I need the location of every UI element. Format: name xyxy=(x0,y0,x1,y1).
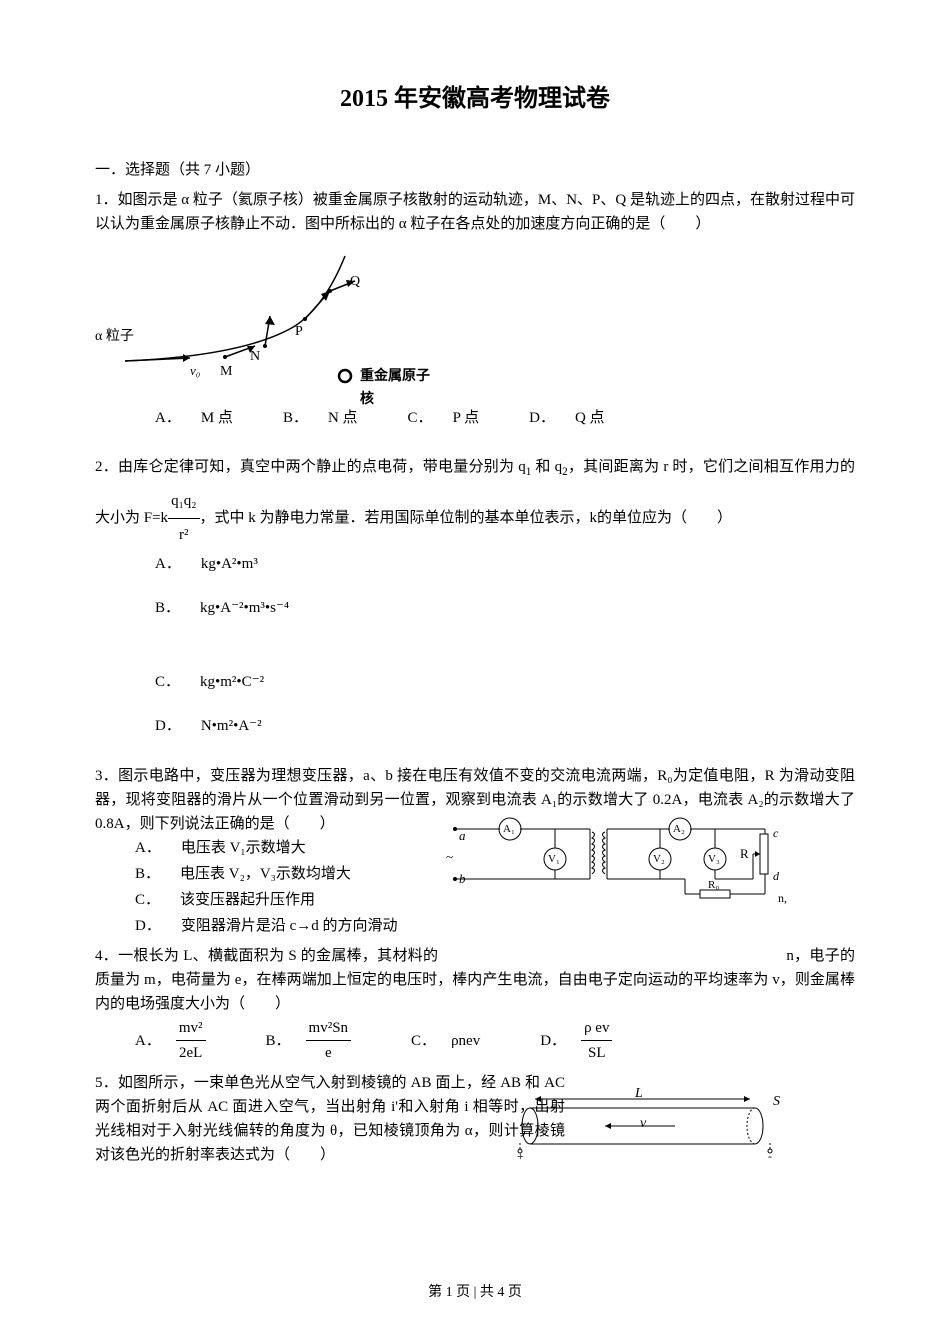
q4-optA-num: mv² xyxy=(176,1016,206,1041)
q4-optB-letter: B． xyxy=(266,1029,291,1053)
q5-L-label: L xyxy=(635,1083,643,1105)
q1-optD: Q 点 xyxy=(575,406,605,430)
q3-optB: 电压表 V₂，V₃示数均增大 xyxy=(180,862,351,886)
q2-optA-letter: A． xyxy=(155,552,181,576)
q1-optA-letter: A． xyxy=(155,406,181,430)
circuit-R: R xyxy=(740,844,749,865)
q2-optD: N•m²•A⁻² xyxy=(201,714,262,738)
circuit-A1: A₁ xyxy=(503,821,515,839)
q2-optB: kg•A⁻²•m³•s⁻⁴ xyxy=(200,596,289,620)
q1-v0-label: v₀ xyxy=(190,361,200,382)
q4-options: A． mv²2eL B． mv²Sne C． ρnev D． ρ evSL xyxy=(95,1016,855,1065)
q1-text: 1．如图示是 α 粒子（氦原子核）被重金属原子核散射的运动轨迹，M、N、P、Q … xyxy=(95,188,855,236)
question-3: 3．图示电路中，变压器为理想变压器，a、b 接在电压有效值不变的交流电流两端，R… xyxy=(95,764,855,938)
q5-plus: + xyxy=(517,1147,524,1166)
q2-text: 2．由库仑定律可知，真空中两个静止的点电荷，带电量分别为 q1 和 q2，其间距… xyxy=(95,451,855,552)
q1-optD-letter: D． xyxy=(529,406,555,430)
q1-optB-letter: B． xyxy=(283,406,308,430)
page-title: 2015 年安徽高考物理试卷 xyxy=(95,80,855,118)
q1-M-label: M xyxy=(220,361,232,383)
circuit-V2: V₂ xyxy=(653,851,665,869)
q1-options: A．M 点 B．N 点 C．P 点 D．Q 点 xyxy=(95,406,855,430)
q5-v-label: v xyxy=(640,1113,646,1135)
q4-optD-letter: D． xyxy=(540,1029,566,1053)
q2-optD-letter: D． xyxy=(155,714,181,738)
q1-optB: N 点 xyxy=(328,406,358,430)
q5-diagram: L S v + - xyxy=(515,1091,795,1161)
q1-Q-label: Q xyxy=(350,271,360,293)
question-5: L S v + - 5．如图所示，一束单色光从空气入射到棱镜的 AB 面上，经 … xyxy=(95,1071,855,1167)
q5-minus: - xyxy=(768,1147,772,1166)
q2-options-row2: C． kg•m²•C⁻² D． N•m²•A⁻² xyxy=(95,670,855,758)
q3-q4-wrap: 3．图示电路中，变压器为理想变压器，a、b 接在电压有效值不变的交流电流两端，R… xyxy=(95,764,855,938)
q3-optB-letter: B． xyxy=(135,862,160,886)
circuit-d: d xyxy=(773,867,779,886)
circuit-A2: A₂ xyxy=(673,821,685,839)
question-1: 1．如图示是 α 粒子（氦原子核）被重金属原子核散射的运动轨迹，M、N、P、Q … xyxy=(95,188,855,430)
q3-optC-letter: C． xyxy=(135,888,160,912)
q2-optC-letter: C． xyxy=(155,670,180,694)
q4-optC: ρnev xyxy=(451,1029,480,1053)
q4-optA-letter: A． xyxy=(135,1029,161,1053)
q5-text: 5．如图所示，一束单色光从空气入射到棱镜的 AB 面上，经 AB 和 AC 两个… xyxy=(95,1071,565,1167)
q4-optD-den: SL xyxy=(581,1041,612,1065)
q1-nucleus-label: 重金属原子核 xyxy=(360,366,435,411)
q3-optD-letter: D． xyxy=(135,914,161,938)
q1-optC: P 点 xyxy=(453,406,480,430)
page-footer: 第 1 页 | 共 4 页 xyxy=(0,1282,950,1304)
q3-optC: 该变压器起升压作用 xyxy=(180,888,315,912)
q4-optD-num: ρ ev xyxy=(581,1016,612,1041)
q1-N-label: N xyxy=(250,346,260,368)
circuit-V1: V₁ xyxy=(548,851,560,869)
q4-optB-den: e xyxy=(306,1041,352,1065)
circuit-R0: R₀ xyxy=(708,877,719,895)
q4-text: 4．一根长为 L、横截面积为 S 的金属棒，其材料的 n，电子的质量为 m，电荷… xyxy=(95,944,855,1016)
q3-options: A． 电压表 V₁示数增大 B． 电压表 V₂，V₃示数均增大 C． 该变压器起升压作… xyxy=(95,836,495,938)
q4-optC-letter: C． xyxy=(411,1029,436,1053)
circuit-b: b xyxy=(459,869,466,890)
q3-circuit: A₁ A₂ V₁ V₂ V₃ R R₀ a b ~ c d n, xyxy=(445,814,795,914)
q4-optA-den: 2eL xyxy=(176,1041,206,1065)
q2-optB-letter: B． xyxy=(155,596,180,620)
circuit-a: a xyxy=(459,826,466,847)
circuit-n: n, xyxy=(778,889,787,908)
section-header: 一．选择题（共 7 小题） xyxy=(95,158,855,182)
circuit-V3: V₃ xyxy=(708,851,720,869)
q2-optA: kg•A²•m³ xyxy=(201,552,258,576)
q1-diagram: α 粒子 v₀ M N P Q 重金属原子核 xyxy=(95,246,435,396)
q2-optC: kg•m²•C⁻² xyxy=(200,670,264,694)
circuit-tilde: ~ xyxy=(446,847,453,868)
q4-optB-num: mv²Sn xyxy=(306,1016,352,1041)
question-2: 2．由库仑定律可知，真空中两个静止的点电荷，带电量分别为 q1 和 q2，其间距… xyxy=(95,451,855,758)
circuit-c: c xyxy=(773,824,778,843)
q3-optD: 变阻器滑片是沿 c→d 的方向滑动 xyxy=(181,914,398,938)
q5-S-label: S xyxy=(773,1091,780,1113)
q3-optA: 电压表 V₁示数增大 xyxy=(181,836,306,860)
q1-optA: M 点 xyxy=(201,406,233,430)
q2-options-row1: A． kg•A²•m³ B． kg•A⁻²•m³•s⁻⁴ xyxy=(95,552,855,640)
q3-optA-letter: A． xyxy=(135,836,161,860)
question-4: 4．一根长为 L、横截面积为 S 的金属棒，其材料的 n，电子的质量为 m，电荷… xyxy=(95,944,855,1065)
q1-alpha-label: α 粒子 xyxy=(95,326,134,348)
q1-P-label: P xyxy=(295,321,303,343)
